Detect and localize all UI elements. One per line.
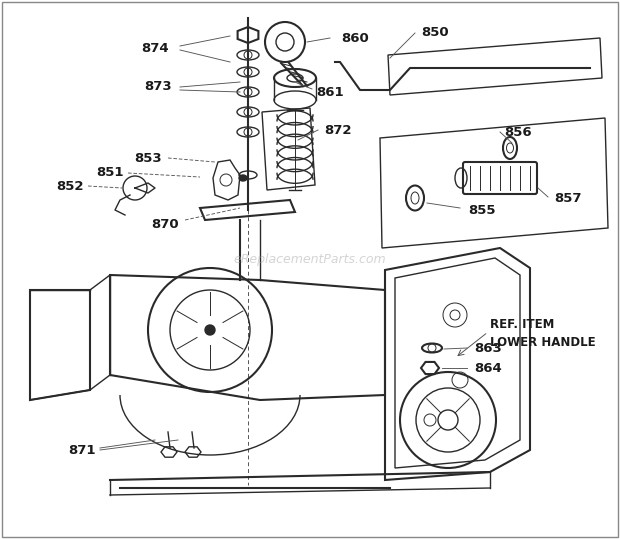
Circle shape <box>205 325 215 335</box>
Text: 853: 853 <box>134 151 162 164</box>
Text: 870: 870 <box>151 218 179 231</box>
Text: 860: 860 <box>341 31 369 45</box>
Text: 863: 863 <box>474 342 502 355</box>
Text: eReplacementParts.com: eReplacementParts.com <box>234 253 386 266</box>
Text: 850: 850 <box>421 25 449 38</box>
Text: 855: 855 <box>468 204 496 217</box>
Text: 874: 874 <box>141 42 169 54</box>
Text: 872: 872 <box>324 123 352 136</box>
Text: 861: 861 <box>316 86 344 100</box>
Text: 864: 864 <box>474 362 502 375</box>
Text: 852: 852 <box>56 179 84 192</box>
Text: 856: 856 <box>504 126 532 139</box>
Text: REF. ITEM
LOWER HANDLE: REF. ITEM LOWER HANDLE <box>490 318 596 349</box>
Ellipse shape <box>239 175 247 181</box>
Text: 873: 873 <box>144 80 172 93</box>
Text: 871: 871 <box>68 444 95 457</box>
Text: 857: 857 <box>554 191 582 204</box>
Text: 851: 851 <box>96 165 124 178</box>
